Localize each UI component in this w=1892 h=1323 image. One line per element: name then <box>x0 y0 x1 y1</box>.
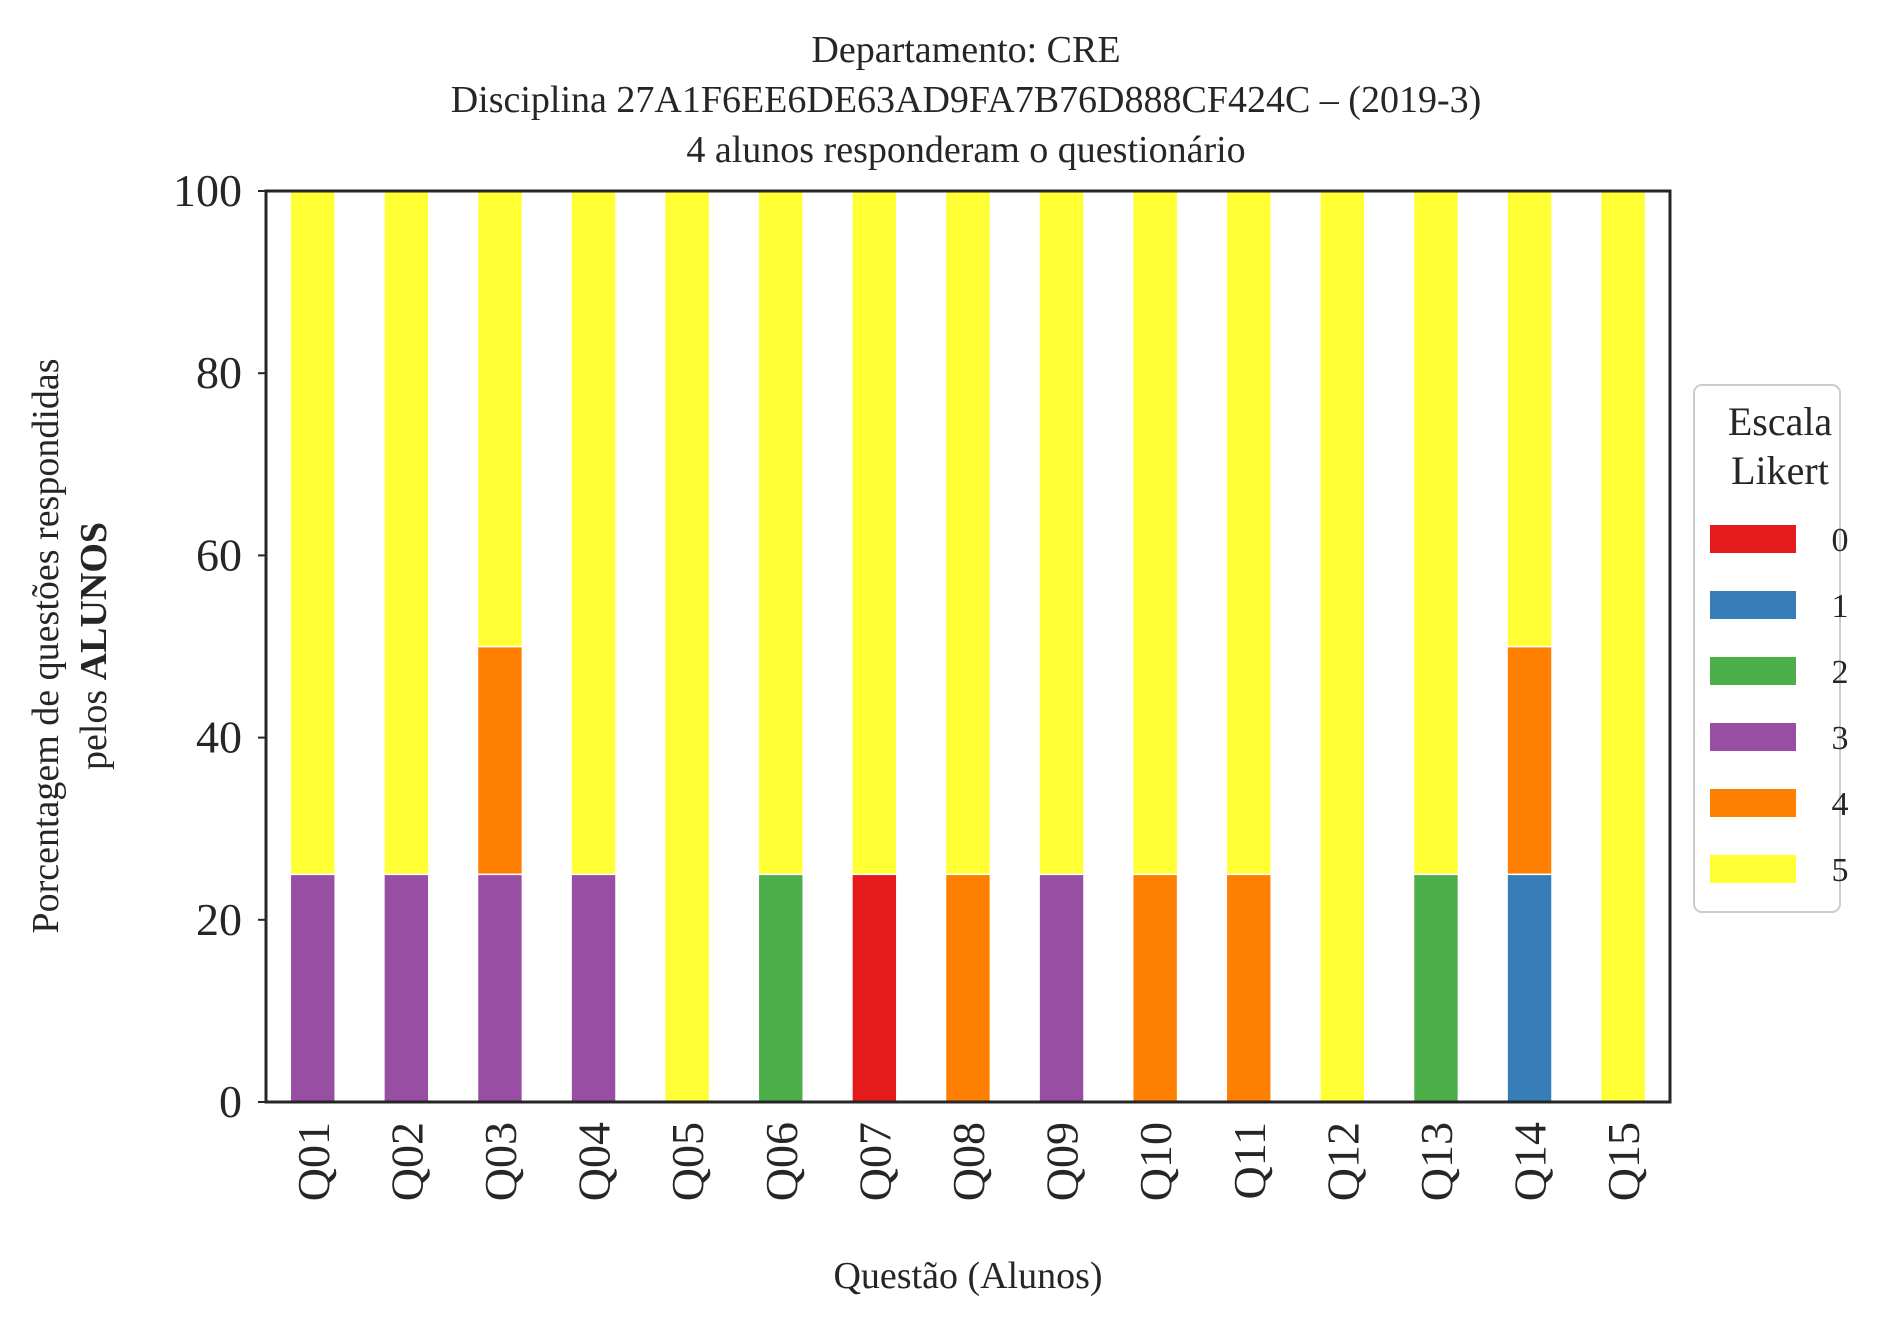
legend-swatch-2 <box>1710 657 1796 685</box>
bar-Q14-scale-5 <box>1506 190 1553 648</box>
title-line-1: Departamento: CRE <box>811 29 1120 71</box>
x-tick-label: Q14 <box>1505 1122 1556 1201</box>
x-tick-label: Q15 <box>1598 1122 1649 1201</box>
bars-layer <box>289 190 1647 1103</box>
legend-swatch-0 <box>1710 525 1796 553</box>
x-tick-label: Q12 <box>1317 1122 1368 1201</box>
bar-Q11-scale-5 <box>1225 190 1272 876</box>
legend-label-2: 2 <box>1832 654 1849 691</box>
title-line-2: Disciplina 27A1F6EE6DE63AD9FA7B76D888CF4… <box>451 79 1482 121</box>
bar-Q08-scale-5 <box>944 190 992 876</box>
legend-label-4: 4 <box>1832 786 1849 823</box>
y-axis-ticks: 0 20 40 60 80 100 <box>173 165 266 1127</box>
bar-Q05-scale-5 <box>663 190 711 1103</box>
legend-title-line-1: Escala <box>1728 399 1833 444</box>
y-tick-label: 60 <box>196 529 242 580</box>
legend-label-5: 5 <box>1832 852 1849 889</box>
x-tick-label: Q13 <box>1411 1122 1462 1201</box>
x-tick-label: Q03 <box>475 1122 526 1201</box>
x-tick-label: Q06 <box>756 1122 807 1201</box>
x-tick-label: Q10 <box>1130 1122 1181 1201</box>
bar-Q03-scale-3 <box>476 873 524 1103</box>
bar-Q02-scale-5 <box>383 190 430 876</box>
y-axis-label: Porcentagem de questões respondidas pelo… <box>25 358 115 933</box>
x-tick-label: Q08 <box>943 1122 994 1201</box>
bar-Q06-scale-2 <box>757 873 804 1103</box>
bar-Q10-scale-5 <box>1131 190 1179 876</box>
bar-Q01-scale-5 <box>289 190 336 876</box>
bar-Q10-scale-4 <box>1131 873 1179 1103</box>
legend-swatch-4 <box>1710 789 1796 817</box>
bar-Q14-scale-4 <box>1506 645 1553 876</box>
bar-Q09-scale-5 <box>1038 190 1085 876</box>
bar-Q04-scale-5 <box>570 190 617 876</box>
y-tick-label: 100 <box>173 165 242 216</box>
bar-Q11-scale-4 <box>1225 873 1272 1103</box>
bar-Q07-scale-0 <box>851 873 898 1103</box>
bar-Q09-scale-3 <box>1038 873 1085 1103</box>
bar-Q14-scale-1 <box>1506 873 1553 1103</box>
bar-Q03-scale-4 <box>476 645 524 876</box>
legend-label-3: 3 <box>1832 720 1849 757</box>
bar-Q12-scale-5 <box>1319 190 1366 1103</box>
y-tick-label: 40 <box>196 712 242 763</box>
bar-Q13-scale-5 <box>1412 190 1460 876</box>
x-tick-label: Q04 <box>569 1122 620 1201</box>
x-tick-label: Q11 <box>1224 1122 1275 1200</box>
legend-frame <box>1693 384 1841 913</box>
x-tick-label: Q07 <box>849 1122 900 1201</box>
y-axis-label-bold: ALUNOS <box>73 522 115 680</box>
bar-Q13-scale-2 <box>1412 873 1460 1103</box>
y-axis-label-line-1: Porcentagem de questões respondidas <box>25 358 67 933</box>
legend-label-0: 0 <box>1832 522 1849 559</box>
x-tick-label: Q02 <box>381 1122 432 1201</box>
bar-Q04-scale-3 <box>570 873 617 1103</box>
x-tick-label: Q09 <box>1037 1122 1088 1201</box>
plot-frame <box>264 189 1672 1104</box>
x-axis-label: Questão (Alunos) <box>833 1255 1102 1297</box>
bar-Q15-scale-5 <box>1599 190 1647 1103</box>
legend-swatch-1 <box>1710 591 1796 619</box>
y-axis-label-prefix: pelos <box>73 680 115 770</box>
x-axis-ticks: Q01 Q02 Q03 Q04 Q05 Q06 Q07 Q08 Q09 Q10 Q11 Q12 Q13 Q… <box>288 1122 1649 1201</box>
chart-title: Departamento: CRE Disciplina 27A1F6EE6DE… <box>451 29 1482 171</box>
bar-Q01-scale-3 <box>289 873 336 1103</box>
bar-Q02-scale-3 <box>383 873 430 1103</box>
title-line-3: 4 alunos responderam o questionário <box>686 129 1245 171</box>
y-tick-label: 20 <box>196 894 242 945</box>
x-tick-label: Q01 <box>288 1122 339 1201</box>
y-tick-label: 80 <box>196 347 242 398</box>
legend-swatch-5 <box>1710 855 1796 883</box>
legend-title-line-2: Likert <box>1731 448 1829 493</box>
legend: Escala Likert 0 1 2 3 4 5 <box>1693 384 1849 913</box>
bar-Q06-scale-5 <box>757 190 804 876</box>
legend-swatch-3 <box>1710 723 1796 751</box>
bar-Q07-scale-5 <box>851 190 898 876</box>
legend-label-1: 1 <box>1832 588 1849 625</box>
y-axis-label-line-2: pelos ALUNOS <box>73 522 115 770</box>
bar-Q03-scale-5 <box>476 190 524 648</box>
bar-Q08-scale-4 <box>944 873 992 1103</box>
legend-items: 0 1 2 3 4 5 <box>1710 522 1849 889</box>
x-tick-label: Q05 <box>662 1122 713 1201</box>
y-tick-label: 0 <box>219 1076 242 1127</box>
